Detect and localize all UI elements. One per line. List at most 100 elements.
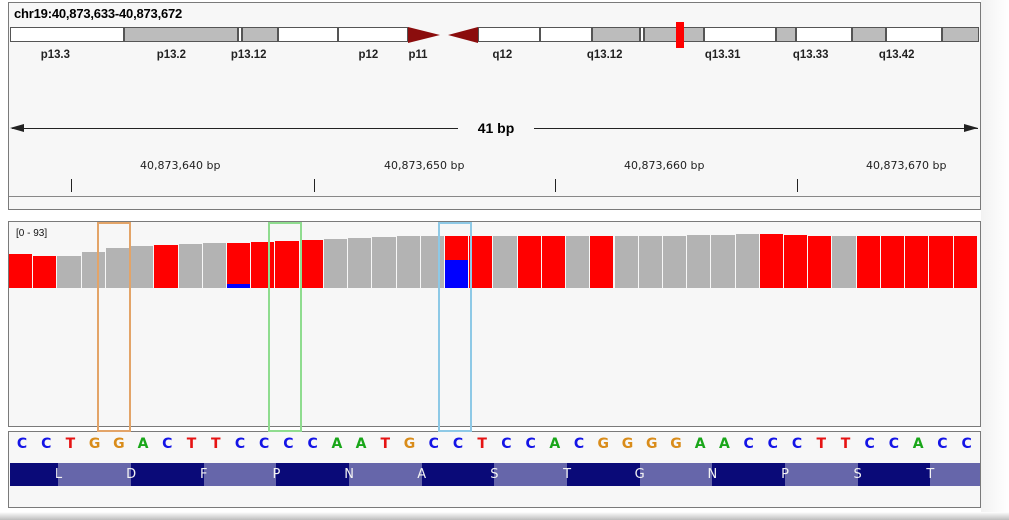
- sequence-base: C: [259, 436, 270, 452]
- coverage-bar[interactable]: [687, 235, 712, 288]
- sequence-base: C: [525, 436, 536, 452]
- coverage-bar[interactable]: [759, 234, 785, 288]
- coverage-bar[interactable]: [856, 236, 881, 288]
- sequence-base: A: [137, 436, 149, 452]
- ideogram-band: [886, 27, 942, 42]
- amino-acid-block: [567, 463, 640, 486]
- amino-acid-block: [857, 463, 931, 486]
- chromosome-ideogram[interactable]: [10, 27, 979, 44]
- coverage-bar[interactable]: [784, 235, 809, 288]
- sequence-base: G: [645, 436, 658, 452]
- amino-acid-label: S: [490, 467, 499, 482]
- ideogram-band: [852, 27, 886, 42]
- band-label: q13.33: [792, 47, 829, 61]
- ideogram-band: [478, 27, 540, 42]
- coverage-bar[interactable]: [905, 236, 930, 288]
- coverage-bar[interactable]: [202, 243, 227, 288]
- amino-acid-label: T: [926, 467, 935, 482]
- amino-acid-label: A: [417, 467, 427, 482]
- coverage-bar[interactable]: [178, 244, 203, 288]
- coverage-bar[interactable]: [154, 245, 179, 288]
- coverage-alt-fill: [444, 260, 469, 288]
- amino-acid-block: [785, 463, 858, 486]
- amino-acid-block: [494, 463, 568, 486]
- coverage-bar[interactable]: [662, 236, 688, 288]
- sequence-base: C: [767, 436, 778, 452]
- highlight-box-green: [268, 222, 302, 432]
- coverage-bar[interactable]: [469, 236, 494, 288]
- coverage-bar[interactable]: [9, 254, 34, 288]
- coverage-bar[interactable]: [590, 236, 615, 288]
- coverage-bar[interactable]: [929, 236, 954, 288]
- sequence-base: C: [452, 436, 464, 452]
- band-label: q13.42: [878, 47, 915, 61]
- sequence-base: A: [331, 436, 343, 452]
- amino-acid-label: F: [200, 467, 208, 482]
- amino-acid-block: [639, 463, 713, 486]
- ideogram-band: [640, 27, 644, 42]
- ruler-tick: [797, 179, 798, 192]
- ideogram-band: [704, 27, 776, 42]
- coverage-bar[interactable]: [251, 242, 276, 288]
- coverage-bar[interactable]: [953, 236, 978, 288]
- band-label: p13.12: [230, 47, 267, 61]
- highlight-box-orange: [97, 222, 131, 432]
- ideogram-band: [776, 27, 796, 42]
- ideogram-band: [644, 27, 704, 42]
- coverage-bar[interactable]: [638, 236, 663, 288]
- coverage-bar[interactable]: [81, 252, 106, 288]
- band-label: p13.3: [40, 47, 70, 61]
- coverage-bar[interactable]: [541, 236, 567, 288]
- sequence-base: T: [186, 436, 197, 452]
- amino-acid-label: L: [54, 467, 63, 482]
- coverage-bar[interactable]: [323, 239, 349, 288]
- coverage-bar[interactable]: [299, 240, 324, 288]
- sequence-base: C: [41, 436, 52, 452]
- coverage-bar[interactable]: [275, 241, 300, 288]
- ideogram-band: [540, 27, 592, 42]
- coverage-bar[interactable]: [711, 235, 736, 288]
- current-region-marker[interactable]: [676, 22, 684, 48]
- coverage-bar[interactable]: [735, 234, 760, 288]
- amino-acid-label: T: [563, 467, 572, 482]
- coverage-bars[interactable]: [9, 232, 981, 288]
- sequence-base: C: [864, 436, 875, 452]
- sequence-base: G: [597, 436, 610, 452]
- coverage-bar[interactable]: [493, 236, 518, 288]
- coverage-bar[interactable]: [372, 237, 397, 288]
- coverage-bar[interactable]: [614, 236, 639, 288]
- coverage-bar[interactable]: [420, 236, 445, 288]
- coverage-bar[interactable]: [57, 256, 82, 288]
- window-right-edge: [981, 0, 1009, 512]
- sequence-base: C: [961, 436, 972, 452]
- ideogram-band: [242, 27, 278, 42]
- coverage-bar[interactable]: [348, 238, 373, 288]
- coverage-bar[interactable]: [130, 246, 155, 288]
- coverage-bar[interactable]: [517, 236, 542, 288]
- coverage-bar[interactable]: [808, 236, 833, 288]
- coverage-bar[interactable]: [880, 236, 906, 288]
- amino-acid-block: [58, 463, 132, 486]
- ruler-tick: [555, 179, 556, 192]
- ideogram-band: [592, 27, 640, 42]
- ruler-tick-label: 40,873,640 bp: [140, 159, 221, 172]
- sequence-base: A: [549, 436, 561, 452]
- locus-label: chr19:40,873,633-40,873,672: [14, 6, 183, 21]
- ideogram-band: [10, 27, 124, 42]
- coverage-range-label: [0 - 93]: [16, 228, 48, 239]
- coverage-bar[interactable]: [226, 243, 252, 288]
- coverage-bar[interactable]: [566, 236, 591, 288]
- sequence-base: G: [88, 436, 101, 452]
- span-arrow-right-icon: [964, 124, 978, 132]
- coverage-bar[interactable]: [33, 256, 58, 288]
- coverage-bar[interactable]: [396, 236, 421, 288]
- centromere-left: [408, 27, 440, 43]
- sequence-base: C: [573, 436, 585, 452]
- coverage-bar[interactable]: [832, 236, 857, 288]
- amino-acid-label: P: [781, 467, 789, 482]
- ruler-tick: [71, 179, 72, 192]
- sequence-base: C: [428, 436, 439, 452]
- sequence-base: C: [283, 436, 294, 452]
